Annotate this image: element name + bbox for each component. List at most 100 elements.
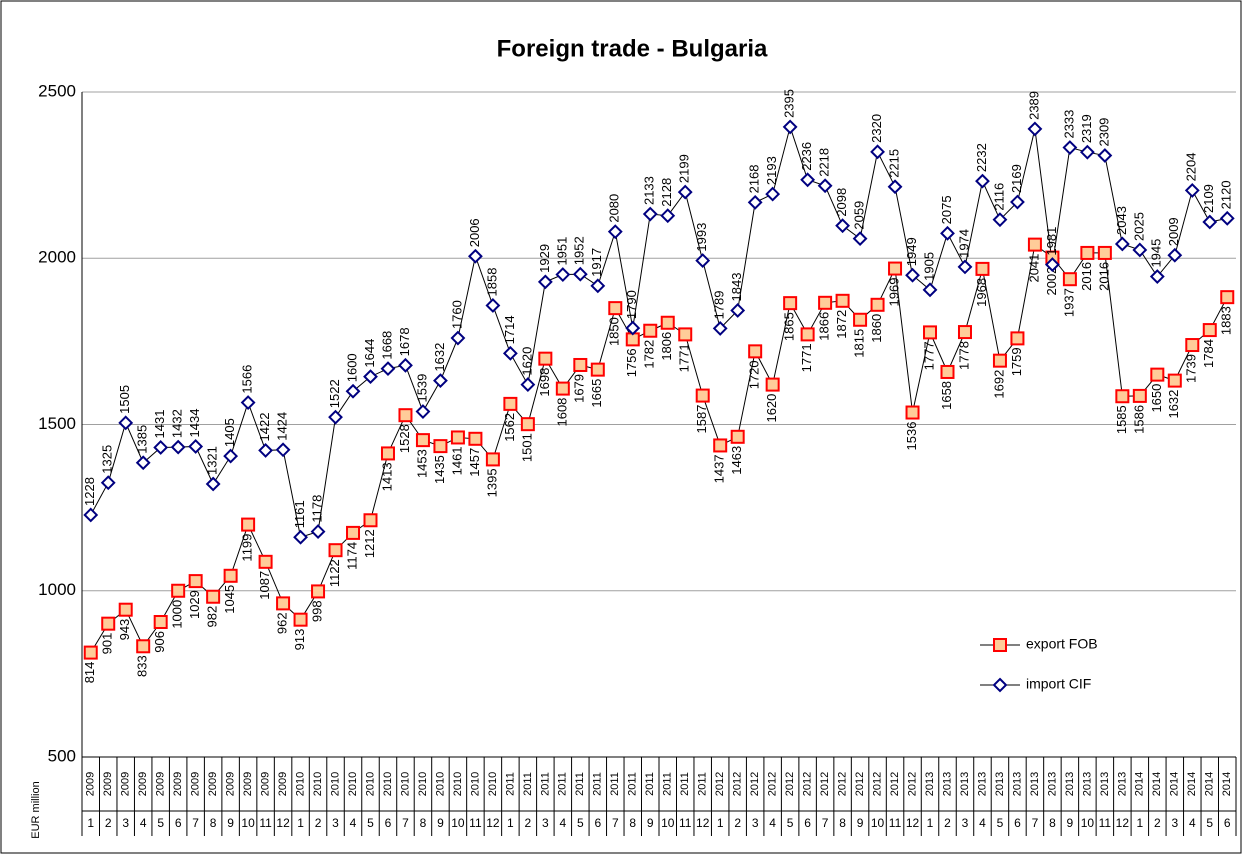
data-label: 1756	[624, 348, 639, 377]
marker	[905, 405, 920, 420]
x-year-label: 2010	[417, 772, 429, 796]
marker	[258, 443, 274, 458]
x-year-label: 2012	[749, 772, 761, 796]
marker	[1219, 210, 1235, 226]
x-tick-label: 4	[559, 816, 566, 830]
data-label: 1692	[991, 370, 1006, 399]
marker	[380, 446, 395, 461]
data-label: 1522	[327, 379, 342, 408]
marker	[1062, 272, 1077, 287]
data-label: 1536	[904, 422, 919, 451]
x-year-label: 2010	[487, 772, 499, 796]
marker	[818, 295, 833, 310]
data-label: 1714	[502, 315, 517, 344]
data-label: 1644	[362, 339, 377, 368]
x-tick-label: 6	[1014, 816, 1021, 830]
marker	[135, 455, 151, 471]
marker	[555, 381, 570, 396]
data-label: 1866	[817, 312, 832, 341]
x-tick-label: 2	[315, 816, 322, 830]
data-label: 1437	[712, 454, 727, 483]
marker	[1167, 373, 1182, 388]
data-label: 1951	[554, 237, 569, 266]
data-label: 1122	[327, 559, 342, 587]
marker	[1132, 388, 1147, 403]
marker	[853, 312, 868, 327]
marker	[188, 574, 203, 589]
data-label: 2218	[817, 148, 832, 177]
y-tick-label: 2500	[38, 81, 76, 100]
x-tick-label: 9	[647, 816, 654, 830]
x-tick-label: 1	[717, 816, 724, 830]
marker	[310, 524, 326, 539]
data-label: 2059	[852, 201, 867, 230]
marker	[748, 344, 763, 359]
x-year-label: 2012	[906, 772, 918, 796]
data-label: 1949	[904, 237, 919, 266]
marker	[677, 184, 693, 200]
marker	[328, 543, 343, 558]
data-label: 1658	[939, 381, 954, 410]
x-tick-label: 4	[769, 816, 776, 830]
marker	[1097, 245, 1112, 260]
x-year-label: 2010	[469, 772, 481, 796]
data-label: 814	[82, 662, 97, 684]
x-tick-label: 10	[241, 816, 255, 830]
x-year-label: 2013	[976, 772, 988, 796]
marker	[1010, 331, 1025, 346]
marker	[783, 296, 798, 311]
x-tick-label: 11	[889, 816, 902, 830]
marker	[643, 323, 658, 338]
data-label: 1698	[537, 368, 552, 397]
y-tick-label: 1000	[38, 580, 76, 599]
data-label: 1539	[414, 374, 429, 403]
data-label: 2002	[1044, 267, 1059, 296]
marker	[625, 320, 641, 336]
marker	[940, 364, 955, 379]
data-label: 1815	[852, 329, 867, 358]
data-label: 2389	[1026, 91, 1041, 120]
data-label: 1161	[292, 500, 307, 528]
marker	[660, 208, 676, 224]
data-label: 1945	[1149, 239, 1164, 268]
x-year-label: 2014	[1186, 772, 1198, 796]
x-tick-label: 2	[525, 816, 532, 830]
data-label: 1905	[921, 252, 936, 281]
data-label: 1600	[344, 353, 359, 382]
x-year-label: 2014	[1151, 772, 1163, 796]
data-label: 901	[100, 633, 115, 655]
y-tick-label: 2000	[38, 248, 76, 267]
x-year-label: 2013	[924, 772, 936, 796]
x-year-label: 2012	[819, 772, 831, 796]
data-label: 1865	[782, 312, 797, 341]
marker	[450, 430, 465, 445]
marker	[660, 315, 675, 330]
marker	[398, 408, 413, 423]
marker	[590, 278, 606, 294]
x-tick-label: 6	[594, 816, 601, 830]
x-tick-label: 7	[192, 816, 199, 830]
x-tick-label: 3	[1171, 816, 1178, 830]
data-label: 1632	[1166, 390, 1181, 419]
x-year-label: 2013	[994, 772, 1006, 796]
data-label: 2025	[1131, 212, 1146, 241]
marker	[136, 639, 151, 654]
x-year-label: 2012	[732, 772, 744, 796]
x-tick-label: 10	[661, 816, 675, 830]
marker	[922, 282, 938, 298]
x-year-label: 2009	[137, 772, 149, 796]
data-label: 1759	[1009, 347, 1024, 376]
data-label: 2168	[747, 164, 762, 193]
marker	[188, 439, 204, 454]
marker	[712, 320, 728, 336]
x-tick-label: 7	[1032, 816, 1039, 830]
data-label: 1174	[344, 542, 359, 570]
marker	[1220, 290, 1235, 305]
marker	[713, 438, 728, 453]
marker	[153, 615, 168, 630]
data-label: 962	[275, 612, 290, 634]
data-label: 1782	[642, 340, 657, 369]
data-label: 1771	[677, 343, 692, 372]
x-year-label: 2011	[662, 772, 674, 796]
x-year-label: 2012	[784, 772, 796, 796]
